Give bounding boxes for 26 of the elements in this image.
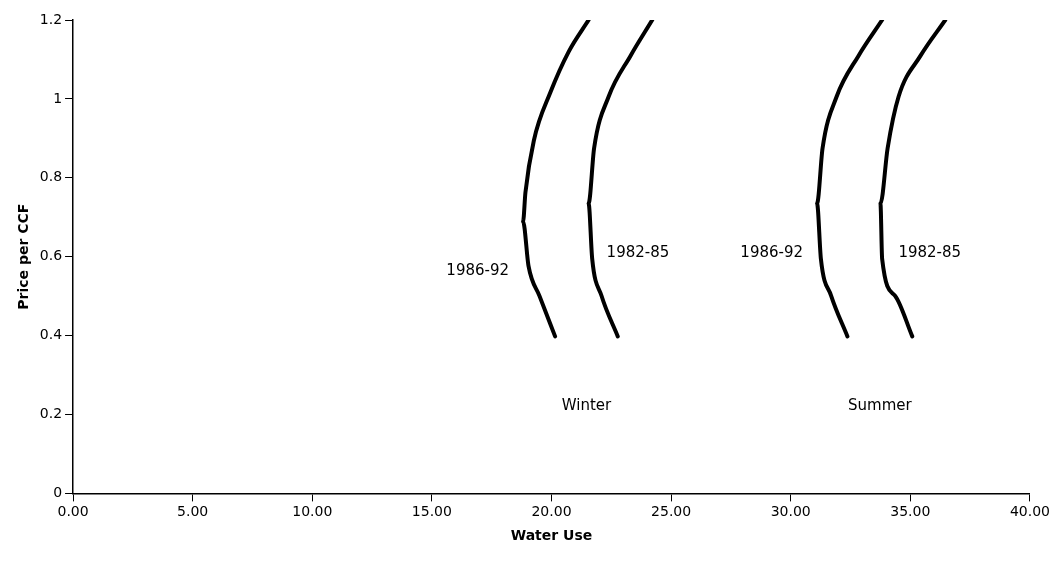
series-label: 1986-92 <box>740 243 804 262</box>
y-tick-label: 0.6 <box>39 247 63 264</box>
y-tick-label: 1 <box>53 89 63 106</box>
series-label: 1982-85 <box>898 243 962 262</box>
x-tick-label: 15.00 <box>411 503 452 520</box>
x-axis-title: Water Use <box>510 527 593 544</box>
y-tick-label: 0.4 <box>39 326 63 343</box>
y-tick-label: 1.2 <box>39 10 63 27</box>
x-tick-label: 20.00 <box>531 503 572 520</box>
series-label: 1982-85 <box>606 243 670 262</box>
y-tick-label: 0 <box>53 484 63 501</box>
annotation: Summer <box>848 396 913 415</box>
x-tick-label: 25.00 <box>651 503 692 520</box>
y-tick-label: 0.8 <box>39 168 63 185</box>
y-axis-title: Price per CCF <box>15 203 32 310</box>
x-tick-label: 30.00 <box>770 503 811 520</box>
y-tick-label: 0.2 <box>39 405 63 422</box>
series-label: 1986-92 <box>446 261 510 280</box>
x-tick-label: 0.00 <box>57 503 89 520</box>
line-series <box>815 20 885 339</box>
x-tick-label: 10.00 <box>292 503 333 520</box>
x-tick-label: 35.00 <box>890 503 931 520</box>
line-series <box>521 20 591 339</box>
annotation: Winter <box>561 396 612 415</box>
x-tick-label: 40.00 <box>1009 503 1051 520</box>
x-tick-label: 5.00 <box>177 503 209 520</box>
